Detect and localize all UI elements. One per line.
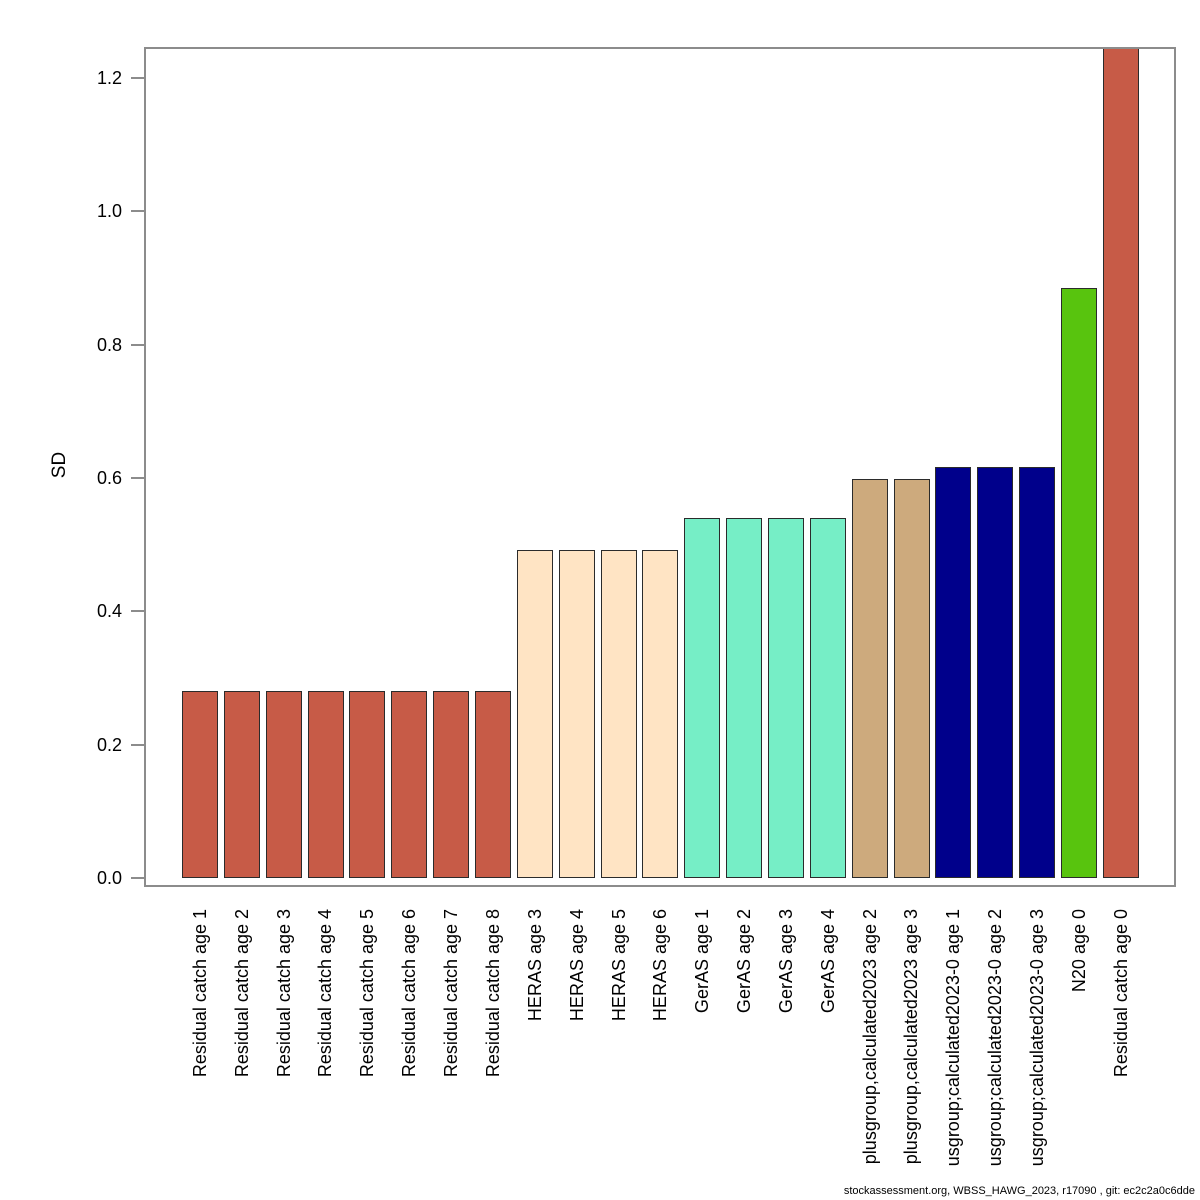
bar <box>475 690 512 878</box>
bar <box>433 690 470 878</box>
x-axis-label: Residual catch age 7 <box>441 909 462 1078</box>
x-axis-label: GerAS age 2 <box>734 909 755 1014</box>
y-tick-label: 1.0 <box>96 201 122 222</box>
y-tick-label: 0.8 <box>96 334 122 355</box>
bar <box>600 549 637 878</box>
bar <box>558 549 595 878</box>
x-axis-label: usgroup;calculated2023-0 age 1 <box>943 909 964 1167</box>
bar <box>1061 287 1098 878</box>
bar <box>391 690 428 878</box>
x-axis-label: Residual catch age 1 <box>190 909 210 1078</box>
bar <box>977 466 1014 878</box>
bar <box>809 517 846 878</box>
x-axis-label: GerAS age 3 <box>776 909 797 1014</box>
bar <box>307 690 344 878</box>
plot-box-border <box>144 47 1176 887</box>
x-axis-label: plusgroup,calculated2023 age 3 <box>901 909 922 1165</box>
x-axis-label: Residual catch age 8 <box>483 909 504 1078</box>
x-axis-label: GerAS age 1 <box>692 909 713 1014</box>
x-axis-label: GerAS age 4 <box>817 909 838 1014</box>
x-axis-label: usgroup;calculated2023-0 age 2 <box>985 909 1006 1167</box>
x-axis-label: Residual catch age 6 <box>399 909 420 1078</box>
bar <box>893 478 930 878</box>
y-tick-mark <box>131 476 144 479</box>
bar <box>349 690 386 878</box>
y-tick-label: 0.4 <box>96 601 122 622</box>
bar <box>265 690 302 878</box>
bar <box>726 517 763 878</box>
stock-assessment-stamp: stockassessment.org, WBSS_HAWG_2023, r17… <box>843 1185 1195 1197</box>
y-tick-mark <box>131 877 144 879</box>
x-axis-label: HERAS age 3 <box>524 909 545 1022</box>
x-axis-label: plusgroup,calculated2023 age 2 <box>859 909 880 1165</box>
y-tick-mark <box>131 610 144 613</box>
x-axis-label: Residual catch age 5 <box>357 909 378 1078</box>
x-axis-label: HERAS age 6 <box>650 909 671 1022</box>
y-tick-mark <box>131 743 144 746</box>
bar <box>642 549 679 878</box>
x-axis-label: Residual catch age 0 <box>1110 909 1131 1078</box>
x-axis-label: Residual catch age 3 <box>273 909 294 1078</box>
y-tick-mark <box>131 210 144 213</box>
x-axis-label: HERAS age 5 <box>608 909 629 1022</box>
bar <box>516 549 553 878</box>
y-tick-label: 1.2 <box>96 67 122 88</box>
x-axis-label: usgroup;calculated2023-0 age 3 <box>1027 909 1048 1167</box>
bar <box>182 690 218 878</box>
y-tick-mark <box>131 76 144 79</box>
y-tick-mark <box>131 343 144 346</box>
bar <box>1019 466 1056 878</box>
bar <box>935 466 972 878</box>
bar <box>851 478 888 878</box>
bar <box>768 517 805 878</box>
y-tick-label: 0.6 <box>96 467 122 488</box>
bar <box>1102 47 1139 878</box>
x-axis-label: HERAS age 4 <box>566 909 587 1022</box>
x-axis-label: Residual catch age 2 <box>231 909 252 1078</box>
x-axis-label: Residual catch age 4 <box>315 909 336 1078</box>
bar <box>684 517 721 878</box>
x-axis-label: N20 age 0 <box>1069 909 1090 993</box>
bar <box>223 690 260 878</box>
y-tick-label: 0.0 <box>96 868 122 888</box>
y-tick-label: 0.2 <box>96 734 122 755</box>
